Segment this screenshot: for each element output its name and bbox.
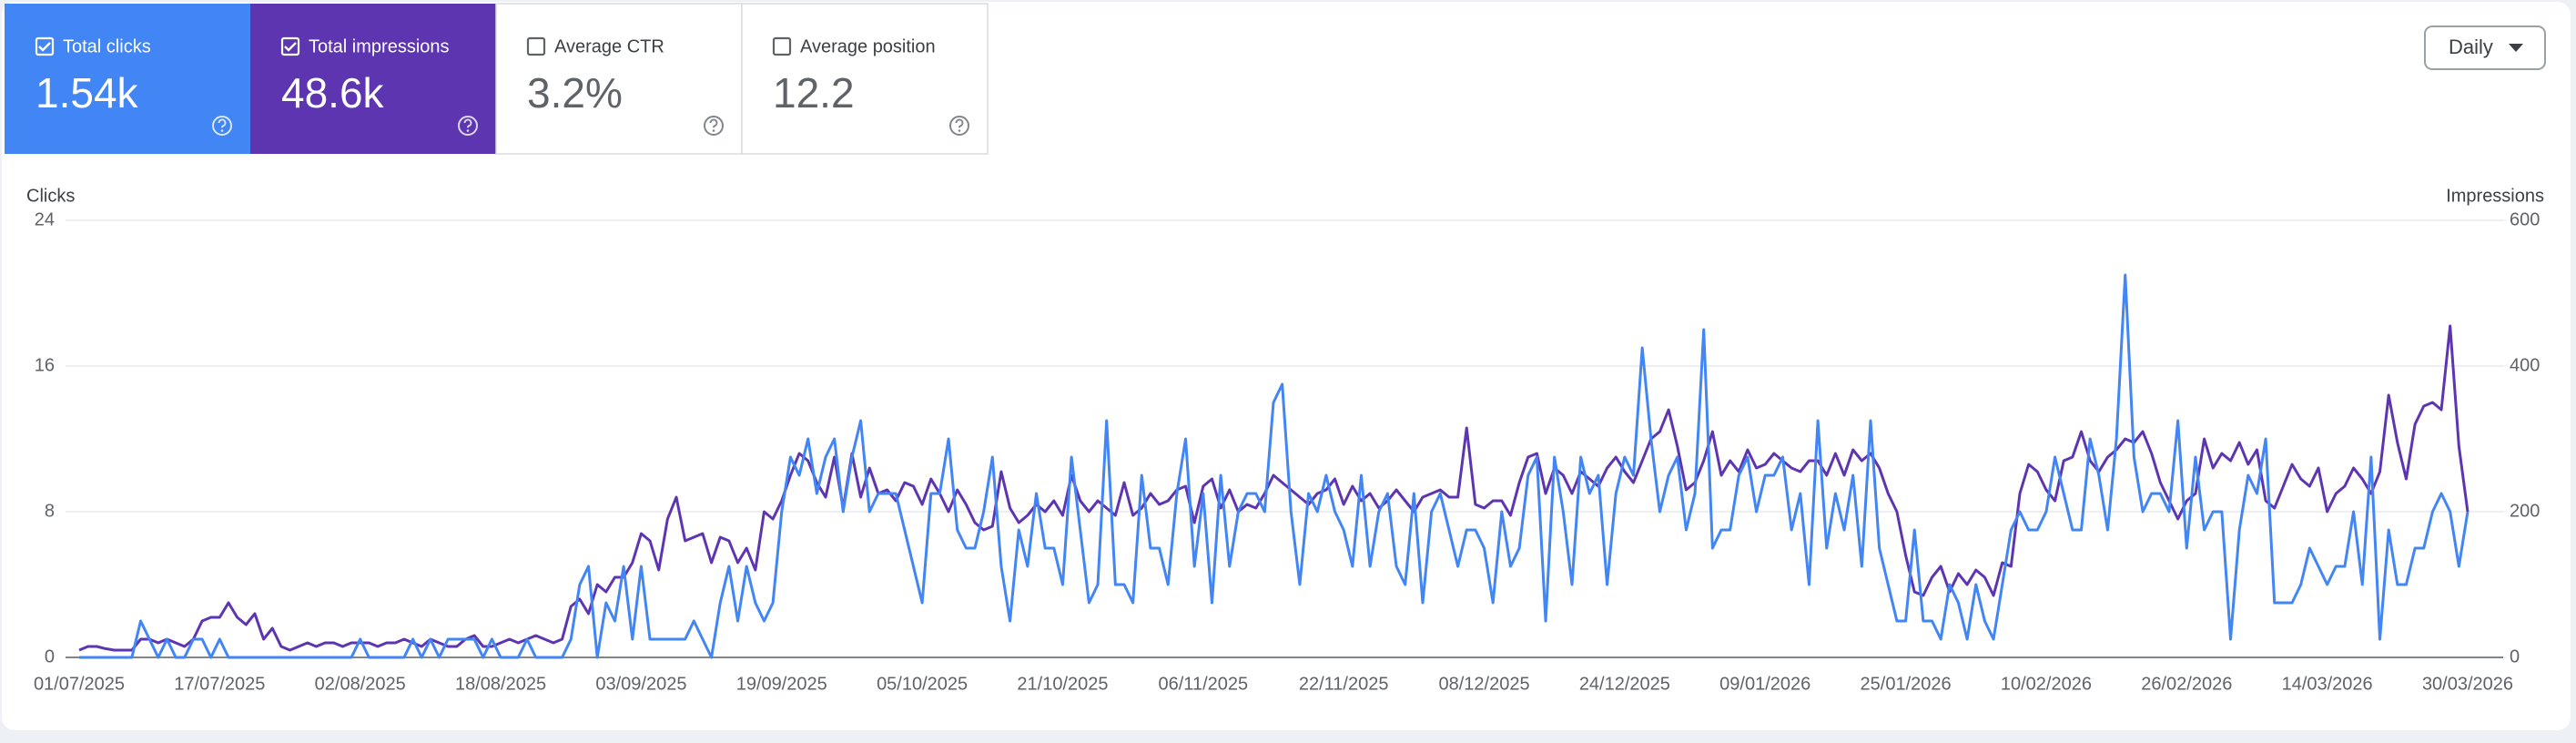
help-icon-dot[interactable]	[220, 129, 224, 132]
card-value[interactable]: 3.2%	[527, 69, 623, 117]
y-tick-label: 8	[45, 501, 55, 521]
card-background[interactable]	[495, 3, 743, 155]
x-tick-label: 18/08/2025	[455, 674, 546, 694]
card-background[interactable]	[741, 3, 989, 155]
checkbox[interactable]	[772, 36, 792, 56]
checkbox[interactable]	[280, 36, 300, 56]
y2-tick-label: 0	[2510, 646, 2520, 667]
help-icon-glyph[interactable]	[463, 118, 472, 128]
card-value[interactable]: 48.6k	[281, 69, 385, 117]
y-tick-label: 24	[35, 209, 55, 229]
x-tick-label: 22/11/2025	[1299, 674, 1389, 694]
card-value[interactable]: 1.54k	[35, 69, 139, 117]
help-icon[interactable]	[704, 116, 724, 136]
help-icon-dot[interactable]	[958, 129, 961, 132]
card-label[interactable]: Total impressions	[309, 36, 450, 56]
x-tick-label: 21/10/2025	[1017, 674, 1108, 694]
x-tick-label: 25/01/2026	[1861, 674, 1952, 694]
x-tick-label: 30/03/2026	[2422, 674, 2513, 694]
x-tick-label: 08/12/2025	[1438, 674, 1529, 694]
x-tick-label: 26/02/2026	[2141, 674, 2232, 694]
card-value[interactable]: 12.2	[773, 69, 855, 117]
y-tick-label: 0	[45, 646, 55, 667]
series-line	[79, 273, 2470, 659]
x-tick-label: 17/07/2025	[174, 674, 265, 694]
help-icon[interactable]	[949, 116, 969, 136]
x-tick-label: 19/09/2025	[736, 674, 827, 694]
y2-tick-label: 400	[2510, 355, 2540, 375]
series-line	[78, 324, 2470, 652]
checkbox[interactable]	[35, 36, 55, 56]
metric-card[interactable]: Total clicks 1.54k	[5, 4, 250, 154]
x-tick-label: 24/12/2025	[1579, 674, 1670, 694]
y2-tick-label: 200	[2510, 501, 2540, 521]
dropdown-arrow[interactable]	[2509, 44, 2523, 52]
checkmark[interactable]	[284, 42, 297, 52]
x-tick-label: 03/09/2025	[595, 674, 686, 694]
checkmark[interactable]	[38, 42, 51, 52]
metric-card[interactable]: Average position 12.2	[741, 3, 989, 155]
y2-axis-title: Impressions	[2446, 186, 2544, 206]
help-icon-dot[interactable]	[466, 129, 470, 132]
dropdown-label[interactable]: Daily	[2449, 36, 2493, 58]
metric-cards: Total clicks 1.54k Total impressions 48.6k A…	[5, 3, 989, 155]
card-label[interactable]: Average position	[800, 36, 936, 56]
plot-area: 0 8 16 24 0 200 400 600 01/07/2025 17/07/2025 02/0…	[34, 209, 2540, 694]
checkbox[interactable]	[526, 36, 546, 56]
x-tick-label: 02/08/2025	[315, 674, 406, 694]
y2-tick-label: 600	[2510, 209, 2540, 229]
help-icon-dot[interactable]	[712, 129, 715, 132]
help-icon[interactable]	[458, 116, 478, 136]
help-icon-glyph[interactable]	[709, 118, 718, 128]
x-tick-label: 10/02/2026	[2001, 674, 2092, 694]
x-tick-label: 01/07/2025	[34, 674, 125, 694]
period-dropdown[interactable]: Daily	[2424, 25, 2546, 70]
dropdown-box[interactable]	[2424, 25, 2546, 70]
metric-card[interactable]: Average CTR 3.2%	[495, 3, 743, 155]
card-background[interactable]	[250, 4, 496, 154]
y-tick-label: 16	[35, 355, 55, 375]
x-tick-label: 14/03/2026	[2282, 674, 2373, 694]
help-icon-glyph[interactable]	[218, 118, 227, 128]
help-icon[interactable]	[212, 116, 232, 136]
y-axis-title: Clicks	[26, 186, 75, 206]
x-tick-label: 09/01/2026	[1719, 674, 1810, 694]
x-tick-label: 05/10/2025	[877, 674, 968, 694]
card-label[interactable]: Total clicks	[63, 36, 151, 56]
card-label[interactable]: Average CTR	[554, 36, 664, 56]
x-tick-label: 06/11/2025	[1159, 674, 1249, 694]
card-background[interactable]	[5, 4, 250, 154]
metric-card[interactable]: Total impressions 48.6k	[250, 4, 496, 154]
help-icon-glyph[interactable]	[955, 118, 964, 128]
